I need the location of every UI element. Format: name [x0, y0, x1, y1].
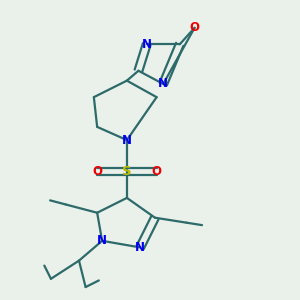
- Text: N: N: [97, 234, 107, 247]
- Text: N: N: [158, 77, 168, 91]
- Text: O: O: [152, 165, 162, 178]
- Text: S: S: [122, 165, 132, 178]
- Text: N: N: [142, 38, 152, 51]
- Text: O: O: [190, 21, 200, 34]
- Text: N: N: [135, 241, 145, 254]
- Text: N: N: [122, 134, 132, 147]
- Text: O: O: [92, 165, 102, 178]
